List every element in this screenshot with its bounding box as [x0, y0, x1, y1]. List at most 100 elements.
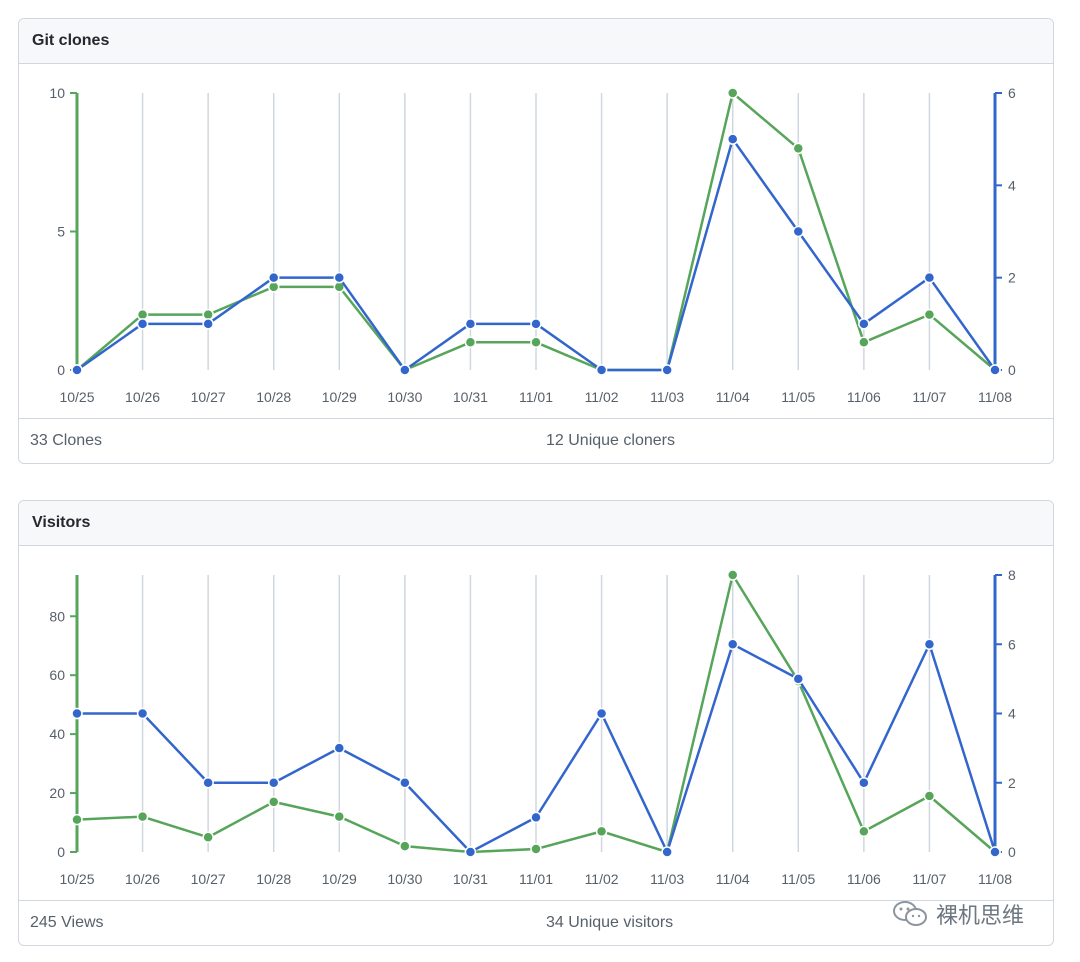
series-point-right: [202, 318, 214, 330]
series-point-left: [923, 790, 936, 802]
unique-cloners-count: 12 Unique cloners: [546, 432, 675, 449]
left-axis-tick-label: 10: [49, 85, 65, 101]
git-clones-chart: 0 5 10 0 2 4 6 10/25 10/26 10/27 10/28 10/29 10/30 10…: [19, 64, 1053, 419]
x-axis-tick-label: 11/08: [978, 389, 1012, 405]
series-point-left: [858, 825, 870, 838]
series-point-left: [71, 813, 83, 826]
right-axis-tick-label: 6: [1008, 636, 1016, 652]
x-axis-tick-label: 11/08: [978, 871, 1012, 887]
git-clones-chart-svg: 0 5 10 0 2 4 6 10/25 10/26 10/27 10/28 10/29 10/30 10…: [49, 85, 1016, 405]
git-clones-title: Git clones: [19, 19, 1053, 64]
series-point-left: [333, 810, 346, 823]
series-point-right: [792, 673, 805, 685]
series-point-right: [530, 811, 542, 824]
x-axis-tick-label: 10/28: [256, 871, 291, 887]
right-axis-tick-label: 6: [1008, 85, 1016, 101]
x-axis-tick-label: 11/03: [650, 871, 684, 887]
left-axis-tick-label: 5: [57, 224, 65, 240]
x-axis-tick-label: 11/07: [912, 389, 946, 405]
series-point-left: [858, 336, 870, 349]
x-axis-tick-label: 11/07: [912, 871, 946, 887]
left-axis-tick-label: 0: [57, 362, 65, 378]
x-axis-tick-label: 11/01: [519, 389, 553, 405]
views-count: 245 Views: [30, 914, 104, 931]
visitors-panel: Visitors 0 20 40 60 80 0 2 4 6 8 10/25 10/26 10/27 10…: [18, 500, 1054, 946]
series-point-right: [71, 364, 83, 376]
series-point-left: [530, 336, 542, 349]
x-axis-tick-label: 11/04: [716, 871, 750, 887]
series-point-left: [595, 825, 608, 838]
x-axis-tick-label: 10/27: [191, 871, 226, 887]
series-point-right: [399, 364, 411, 376]
right-axis-tick-label: 0: [1008, 362, 1016, 378]
visitors-chart: 0 20 40 60 80 0 2 4 6 8 10/25 10/26 10/27 10/28 10/29 1…: [19, 546, 1053, 901]
x-axis-tick-label: 11/01: [519, 871, 553, 887]
series-point-left: [267, 796, 280, 808]
series-point-right: [136, 707, 149, 720]
series-point-left: [792, 142, 805, 155]
series-point-right: [267, 777, 280, 789]
series-point-left: [202, 831, 214, 844]
x-axis-tick-label: 10/25: [59, 389, 94, 405]
x-axis-tick-label: 11/05: [781, 871, 815, 887]
visitors-chart-svg: 0 20 40 60 80 0 2 4 6 8 10/25 10/26 10/27 10/28 10/29 1…: [49, 567, 1016, 887]
x-axis-tick-label: 10/30: [387, 389, 422, 405]
series-point-right: [464, 318, 477, 330]
right-axis-tick-label: 2: [1008, 270, 1016, 286]
series-point-right: [726, 638, 739, 650]
series-point-right: [726, 133, 739, 145]
series-point-right: [858, 318, 870, 330]
series-point-right: [792, 225, 805, 238]
series-point-right: [595, 707, 608, 720]
x-axis-tick-label: 11/06: [847, 389, 881, 405]
x-axis-tick-label: 11/02: [585, 389, 619, 405]
series-point-left: [530, 843, 542, 855]
x-axis-tick-label: 11/02: [585, 871, 619, 887]
git-clones-footer: 33 Clones 12 Unique cloners: [19, 418, 1053, 463]
x-axis-tick-label: 10/28: [256, 389, 291, 405]
series-point-right: [858, 777, 870, 789]
right-axis-tick-label: 4: [1008, 177, 1016, 193]
right-axis-tick-label: 0: [1008, 844, 1016, 860]
watermark-text: 裸机思维: [936, 903, 1025, 928]
x-axis-tick-label: 10/30: [387, 871, 422, 887]
left-axis-tick-label: 0: [57, 844, 65, 860]
right-axis-tick-label: 2: [1008, 775, 1016, 791]
x-axis-tick-label: 10/31: [453, 871, 488, 887]
x-axis-tick-label: 10/27: [191, 389, 226, 405]
series-point-left: [399, 840, 411, 852]
series-point-right: [530, 318, 542, 330]
series-point-right: [989, 364, 1001, 376]
right-axis-tick-label: 4: [1008, 706, 1016, 722]
left-axis-tick-label: 80: [49, 608, 65, 624]
left-axis-tick-label: 20: [49, 785, 65, 801]
series-point-left: [726, 87, 739, 99]
x-axis-tick-label: 11/03: [650, 389, 684, 405]
series-point-right: [333, 742, 346, 754]
wechat-icon: [893, 901, 927, 926]
x-axis-tick-label: 11/04: [716, 389, 750, 405]
x-axis-tick-label: 10/29: [322, 389, 357, 405]
series-point-right: [595, 364, 608, 376]
left-axis-tick-label: 40: [49, 726, 65, 742]
x-axis-tick-label: 10/25: [59, 871, 94, 887]
series-point-left: [136, 810, 149, 823]
visitors-footer: 245 Views 34 Unique visitors: [19, 900, 1053, 945]
x-axis-tick-label: 11/05: [781, 389, 815, 405]
series-point-right: [923, 638, 936, 650]
series-point-right: [464, 846, 477, 858]
x-axis-tick-label: 10/31: [453, 389, 488, 405]
series-point-right: [989, 846, 1001, 858]
visitors-title: Visitors: [19, 501, 1053, 546]
x-axis-tick-label: 10/26: [125, 389, 160, 405]
series-point-right: [71, 707, 83, 720]
x-axis-tick-label: 10/26: [125, 871, 160, 887]
series-point-right: [661, 846, 673, 858]
series-point-right: [661, 364, 673, 376]
series-point-right: [136, 318, 149, 330]
series-point-left: [726, 569, 739, 581]
clones-count: 33 Clones: [30, 432, 103, 449]
series-point-right: [267, 271, 280, 284]
x-axis-tick-label: 11/06: [847, 871, 881, 887]
unique-visitors-count: 34 Unique visitors: [546, 914, 674, 931]
